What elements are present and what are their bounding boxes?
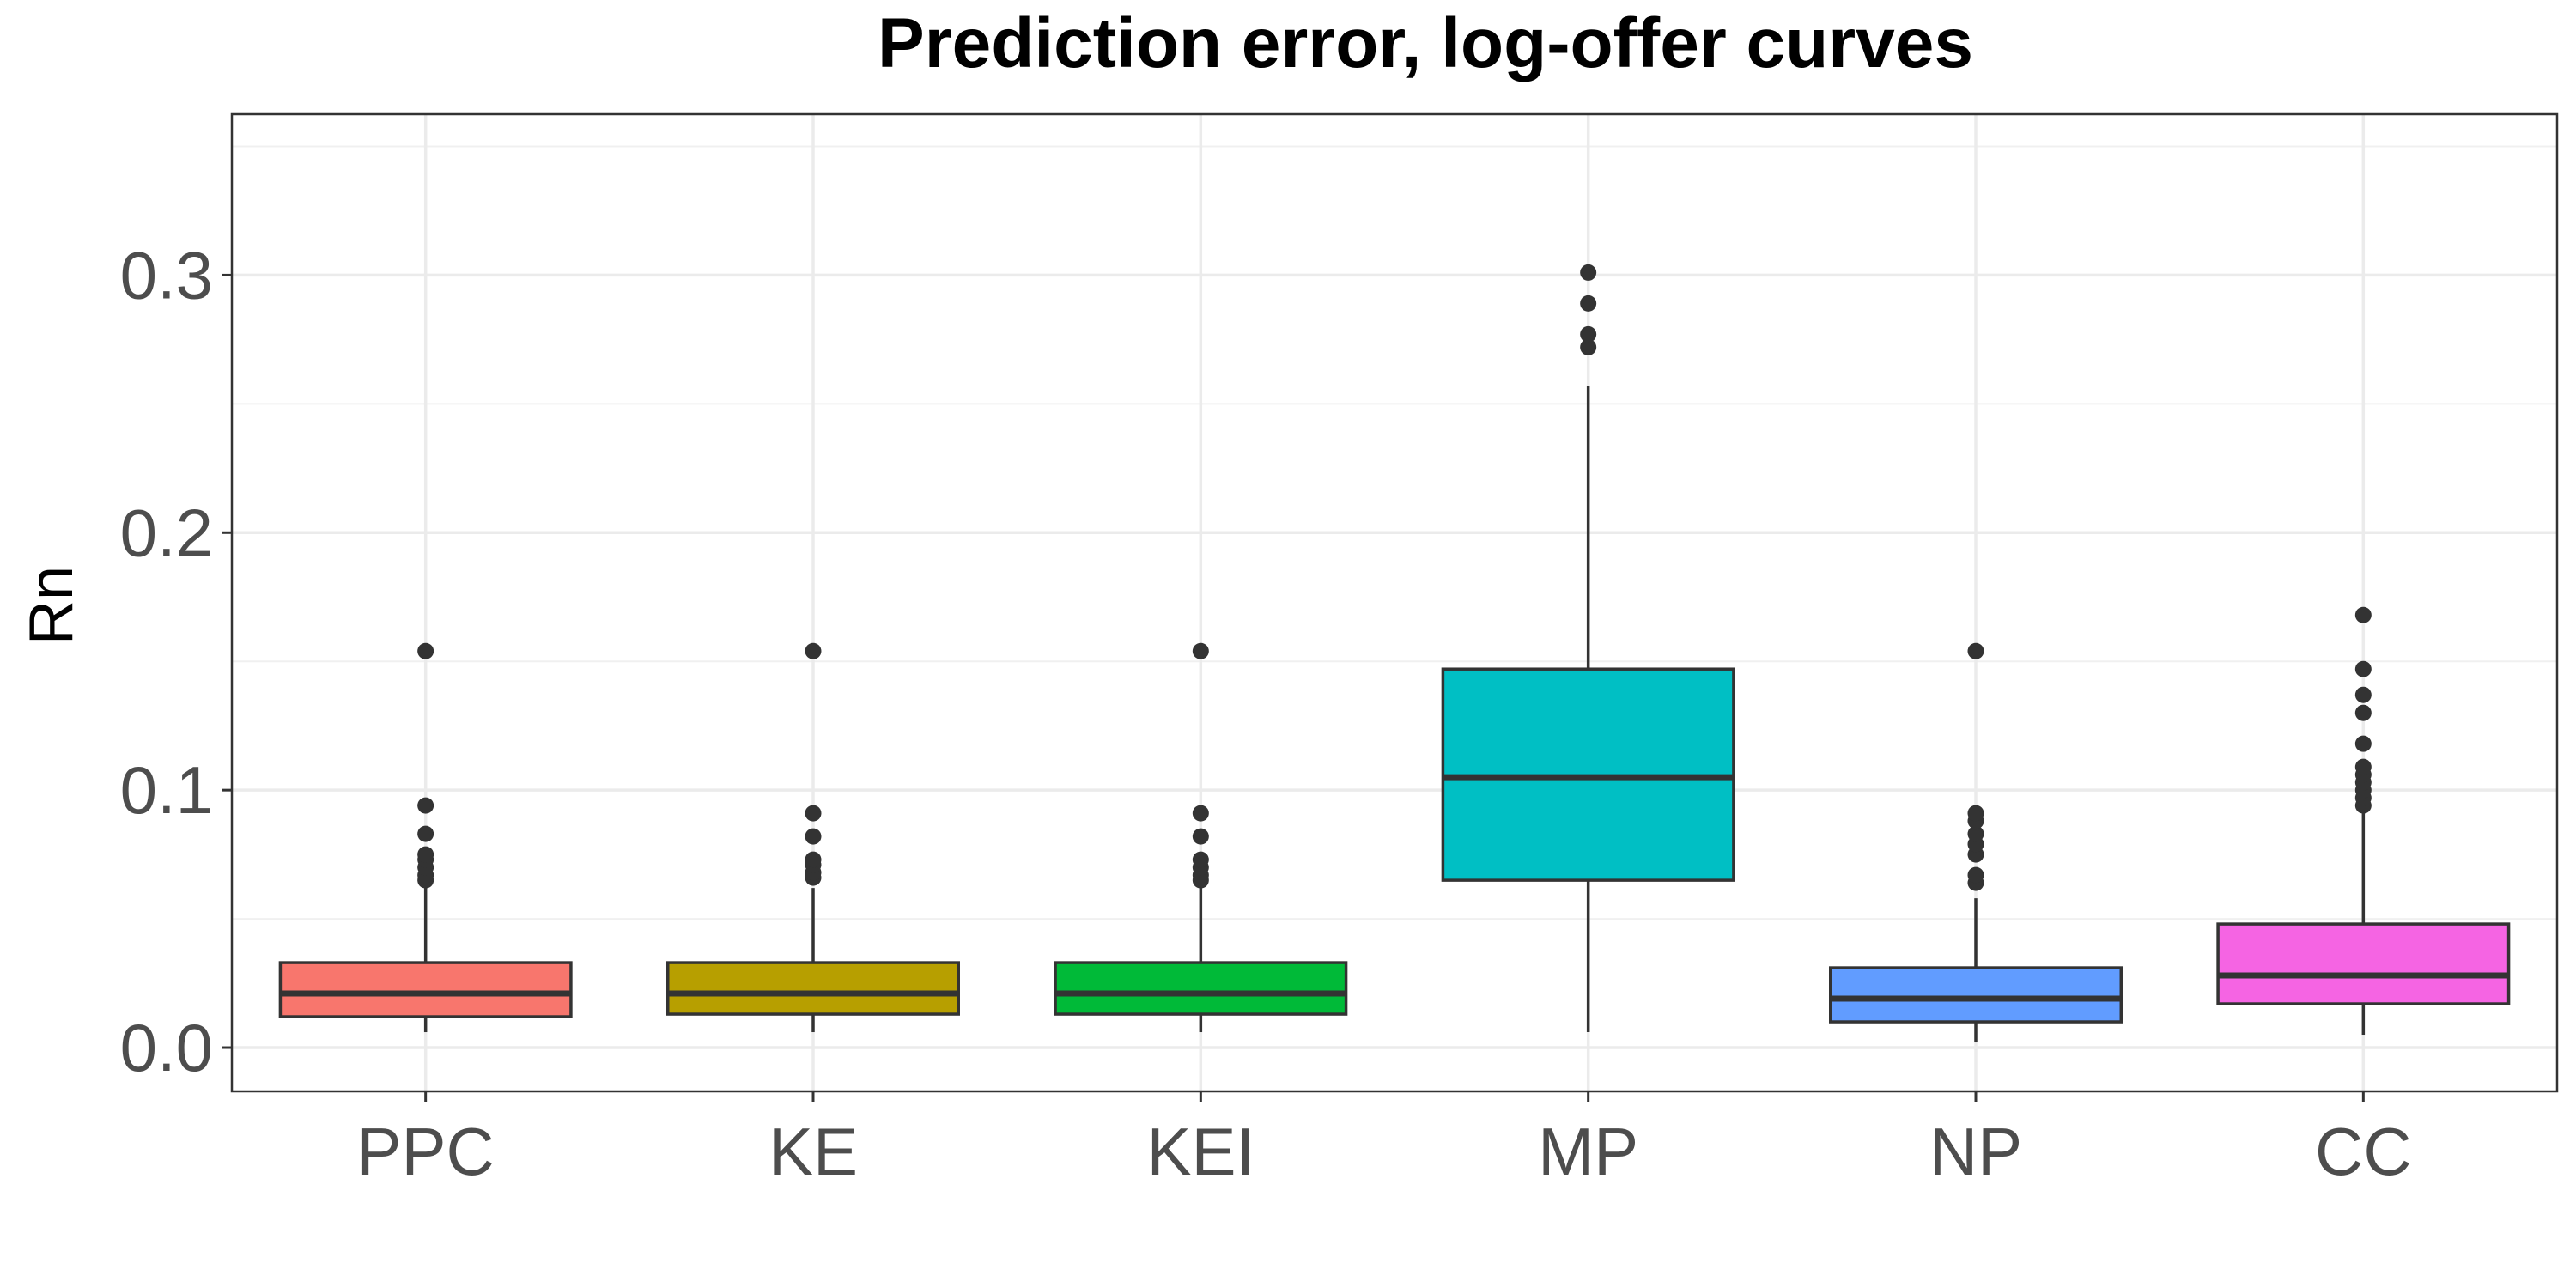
outlier-point xyxy=(805,851,822,868)
outlier-point xyxy=(417,846,434,863)
chart-title: Prediction error, log-offer curves xyxy=(878,4,1973,82)
outlier-point xyxy=(1192,828,1209,845)
outlier-point xyxy=(2354,660,2372,677)
box-iqr xyxy=(666,961,960,1016)
box-iqr xyxy=(1054,961,1348,1016)
y-tick-label: 0.3 xyxy=(120,237,213,313)
box-kei xyxy=(1054,642,1348,1033)
outlier-point xyxy=(2354,735,2372,752)
outlier-point xyxy=(1580,264,1597,281)
outlier-point xyxy=(1580,325,1597,343)
outlier-point xyxy=(417,797,434,814)
box-ke xyxy=(666,642,960,1033)
outlier-point xyxy=(2354,686,2372,703)
x-tick-label: KE xyxy=(769,1114,858,1189)
y-axis-ticks: 0.0 0.1 0.2 0.3 xyxy=(120,237,232,1085)
box-iqr xyxy=(278,961,573,1018)
outlier-point xyxy=(805,805,822,822)
outlier-point xyxy=(417,825,434,842)
outlier-point xyxy=(1967,825,1984,842)
box-iqr xyxy=(2216,922,2511,1005)
x-tick-label: KEI xyxy=(1146,1114,1255,1189)
outlier-point xyxy=(417,642,434,659)
outlier-point xyxy=(1192,642,1209,659)
outlier-point xyxy=(1967,642,1984,659)
x-tick-label: CC xyxy=(2315,1114,2412,1189)
x-axis-ticks: PPC KE KEI MP NP CC xyxy=(356,1091,2412,1189)
x-tick-label: NP xyxy=(1929,1114,2022,1189)
outlier-point xyxy=(1580,295,1597,312)
y-axis-title: Rn xyxy=(17,566,86,645)
y-tick-label: 0.1 xyxy=(120,752,213,828)
outlier-point xyxy=(1192,805,1209,822)
box-cc xyxy=(2216,606,2511,1036)
outlier-point xyxy=(1967,805,1984,822)
grid-lines xyxy=(232,114,2557,1091)
box-ppc xyxy=(278,642,573,1033)
outlier-point xyxy=(2354,704,2372,721)
x-tick-label: PPC xyxy=(356,1114,494,1189)
box-np xyxy=(1829,642,2123,1043)
y-tick-label: 0.0 xyxy=(120,1010,213,1085)
box-iqr xyxy=(1829,966,2123,1024)
outlier-point xyxy=(1192,851,1209,868)
x-tick-label: MP xyxy=(1538,1114,1638,1189)
plot-panel-border xyxy=(230,112,2559,1093)
box-layer xyxy=(278,264,2511,1043)
outlier-point xyxy=(805,642,822,659)
outlier-point xyxy=(2354,606,2372,623)
y-tick-label: 0.2 xyxy=(120,495,213,570)
outlier-point xyxy=(1580,338,1597,355)
box-mp xyxy=(1441,264,1735,1033)
outlier-point xyxy=(1967,866,1984,884)
outlier-point xyxy=(805,828,822,845)
outlier-point xyxy=(2354,758,2372,775)
